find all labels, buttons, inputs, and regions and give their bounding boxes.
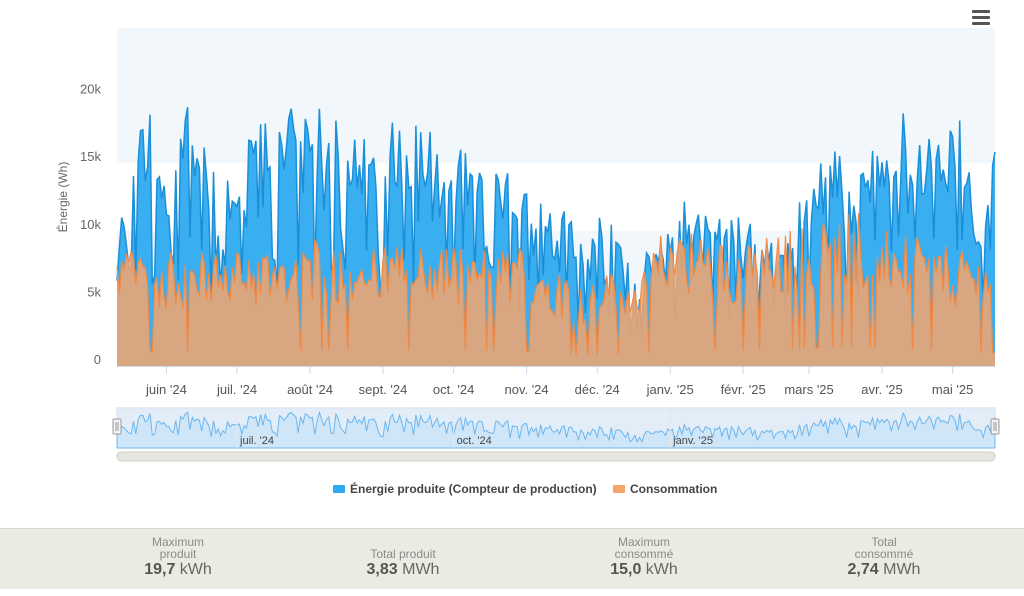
navigator-right-handle[interactable] [990,418,1000,435]
hamburger-menu-icon[interactable] [966,4,996,30]
navigator-label: janv. '25 [672,435,713,447]
consumption-area [116,212,996,366]
stat-unit: kWh [179,561,212,578]
legend-swatch [613,485,625,493]
stat-value: 15,0 [610,561,642,578]
navigator-label: juil. '24 [239,435,274,447]
stat-unit: MWh [402,561,440,578]
consumption-series-line [116,212,996,356]
energy-chart: 0 5k 10k 15k 20k Énergie (Wh) juin '24 juil. '… [55,28,1000,496]
x-axis: juin '24 juil. '24 août '24 sept. '24 oct. '… [117,366,995,397]
plot-band [117,28,995,96]
navigator-label: oct. '24 [457,435,492,447]
x-tick-label: avr. '25 [861,382,903,397]
stat-max-produced: Maximum produit 19,7 kWh [58,529,298,579]
legend-item-consumption[interactable]: Consommation [613,482,717,496]
legend-item-production[interactable]: Énergie produite (Compteur de production… [333,481,597,496]
x-tick-label: oct. '24 [433,382,475,397]
stat-label: Maximum produit [151,535,204,561]
navigator: juil. '24 oct. '24 janv. '25 [112,407,1000,462]
x-tick-label: août '24 [287,382,333,397]
y-tick-label: 5k [87,284,101,299]
y-axis: 0 5k 10k 15k 20k Énergie (Wh) [55,82,101,367]
x-tick-label: sept. '24 [359,382,408,397]
navigator-left-handle[interactable] [112,418,122,435]
stat-unit: MWh [883,561,921,578]
consumption-series-fill [117,213,995,366]
stat-value: 2,74 [847,561,879,578]
plot-band [117,95,995,164]
navigator-series [116,410,996,449]
stat-value: 19,7 [144,561,176,578]
x-tick-label: févr. '25 [721,382,766,397]
stat-label: Total produit [370,547,436,561]
legend: Énergie produite (Compteur de production… [333,481,717,496]
x-tick-label: déc. '24 [575,382,620,397]
stat-label: Total consommé [854,535,914,561]
stat-total-consumed: Total consommé 2,74 MWh [764,529,1004,579]
x-tick-label: mars '25 [784,382,833,397]
stat-total-produced: Total produit 3,83 MWh [283,529,523,579]
stats-bar: Maximum produit 19,7 kWh Total produit 3,… [0,528,1024,589]
y-tick-label: 0 [94,352,101,367]
legend-swatch [333,485,345,493]
stat-label: Maximum consommé [614,535,674,561]
y-tick-label: 15k [80,149,101,164]
x-tick-label: juin '24 [145,382,187,397]
y-tick-label: 20k [80,82,101,97]
x-tick-label: janv. '25 [646,382,694,397]
legend-label: Énergie produite (Compteur de production… [350,481,597,496]
y-tick-label: 10k [80,217,101,232]
legend-label: Consommation [630,482,717,496]
stat-unit: kWh [645,561,678,578]
production-series-line [116,106,996,334]
stat-max-consumed: Maximum consommé 15,0 kWh [524,529,764,579]
x-tick-label: nov. '24 [504,382,548,397]
stat-value: 3,83 [366,561,398,578]
handle-body [990,418,1000,435]
x-tick-label: mai '25 [932,382,974,397]
x-tick-label: juil. '24 [216,382,257,397]
navigator-scrollbar[interactable] [116,451,996,462]
y-axis-title: Énergie (Wh) [55,162,70,233]
handle-body [112,418,122,435]
